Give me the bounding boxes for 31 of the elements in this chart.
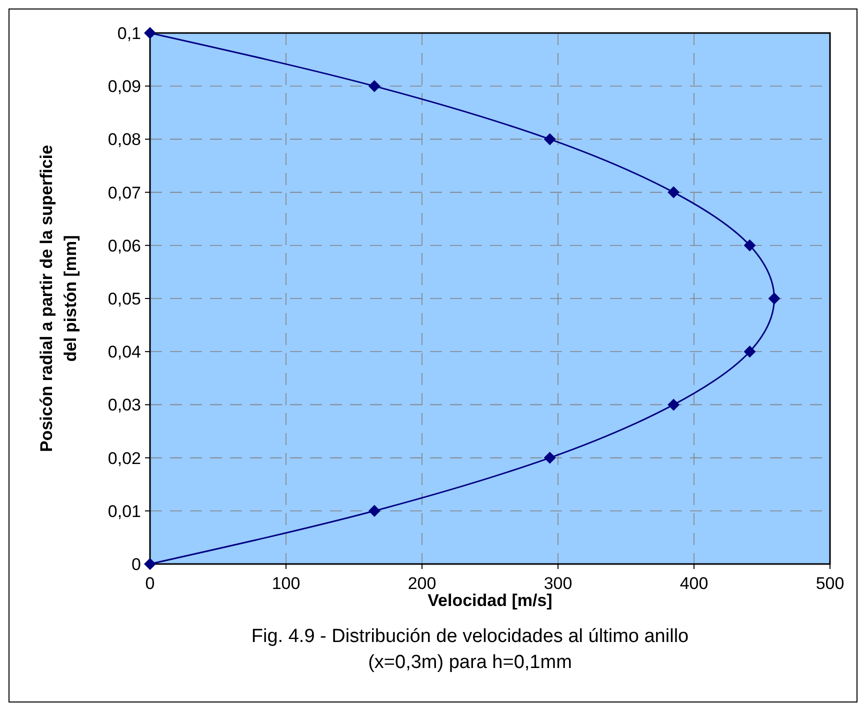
y-tick-label: 0,01 bbox=[108, 502, 141, 521]
x-tick-label: 0 bbox=[145, 574, 155, 593]
y-tick-label: 0,04 bbox=[108, 342, 141, 362]
x-axis-title: Velocidad [m/s] bbox=[428, 591, 552, 610]
y-axis-title: Posicón radial a partir de la superficie del pistón [mm] bbox=[37, 144, 80, 452]
x-tick-label: 300 bbox=[544, 574, 572, 593]
x-tick-label: 500 bbox=[816, 574, 844, 593]
point bbox=[368, 80, 380, 92]
x-tick-label: 200 bbox=[408, 574, 436, 593]
y-tick-label: 0,09 bbox=[108, 77, 141, 96]
y-tick-label: 0,08 bbox=[108, 130, 141, 150]
caption: Fig. 4.9 - Distribución de velocidades al último anillo (x=0,3m) para h=0,1mm bbox=[251, 626, 689, 673]
y-tick-label: 0,02 bbox=[108, 448, 141, 468]
point bbox=[668, 186, 680, 198]
y-tick-label: 0,06 bbox=[108, 236, 141, 256]
point bbox=[744, 239, 756, 252]
y-tick-label: 0,07 bbox=[108, 183, 141, 202]
point bbox=[144, 558, 156, 570]
point bbox=[544, 452, 556, 464]
y-tick-label: 0,1 bbox=[117, 24, 141, 43]
x-tick-label: 100 bbox=[272, 574, 300, 593]
point bbox=[368, 504, 380, 517]
point bbox=[768, 292, 780, 304]
y-tick-label: 0,05 bbox=[108, 290, 141, 308]
point bbox=[144, 27, 156, 39]
y-tick-label: 0,03 bbox=[108, 396, 141, 415]
point bbox=[544, 133, 556, 146]
point bbox=[744, 346, 756, 358]
point bbox=[668, 398, 680, 411]
y-tick-label: 0 bbox=[132, 555, 141, 574]
x-tick-label: 400 bbox=[680, 574, 708, 593]
